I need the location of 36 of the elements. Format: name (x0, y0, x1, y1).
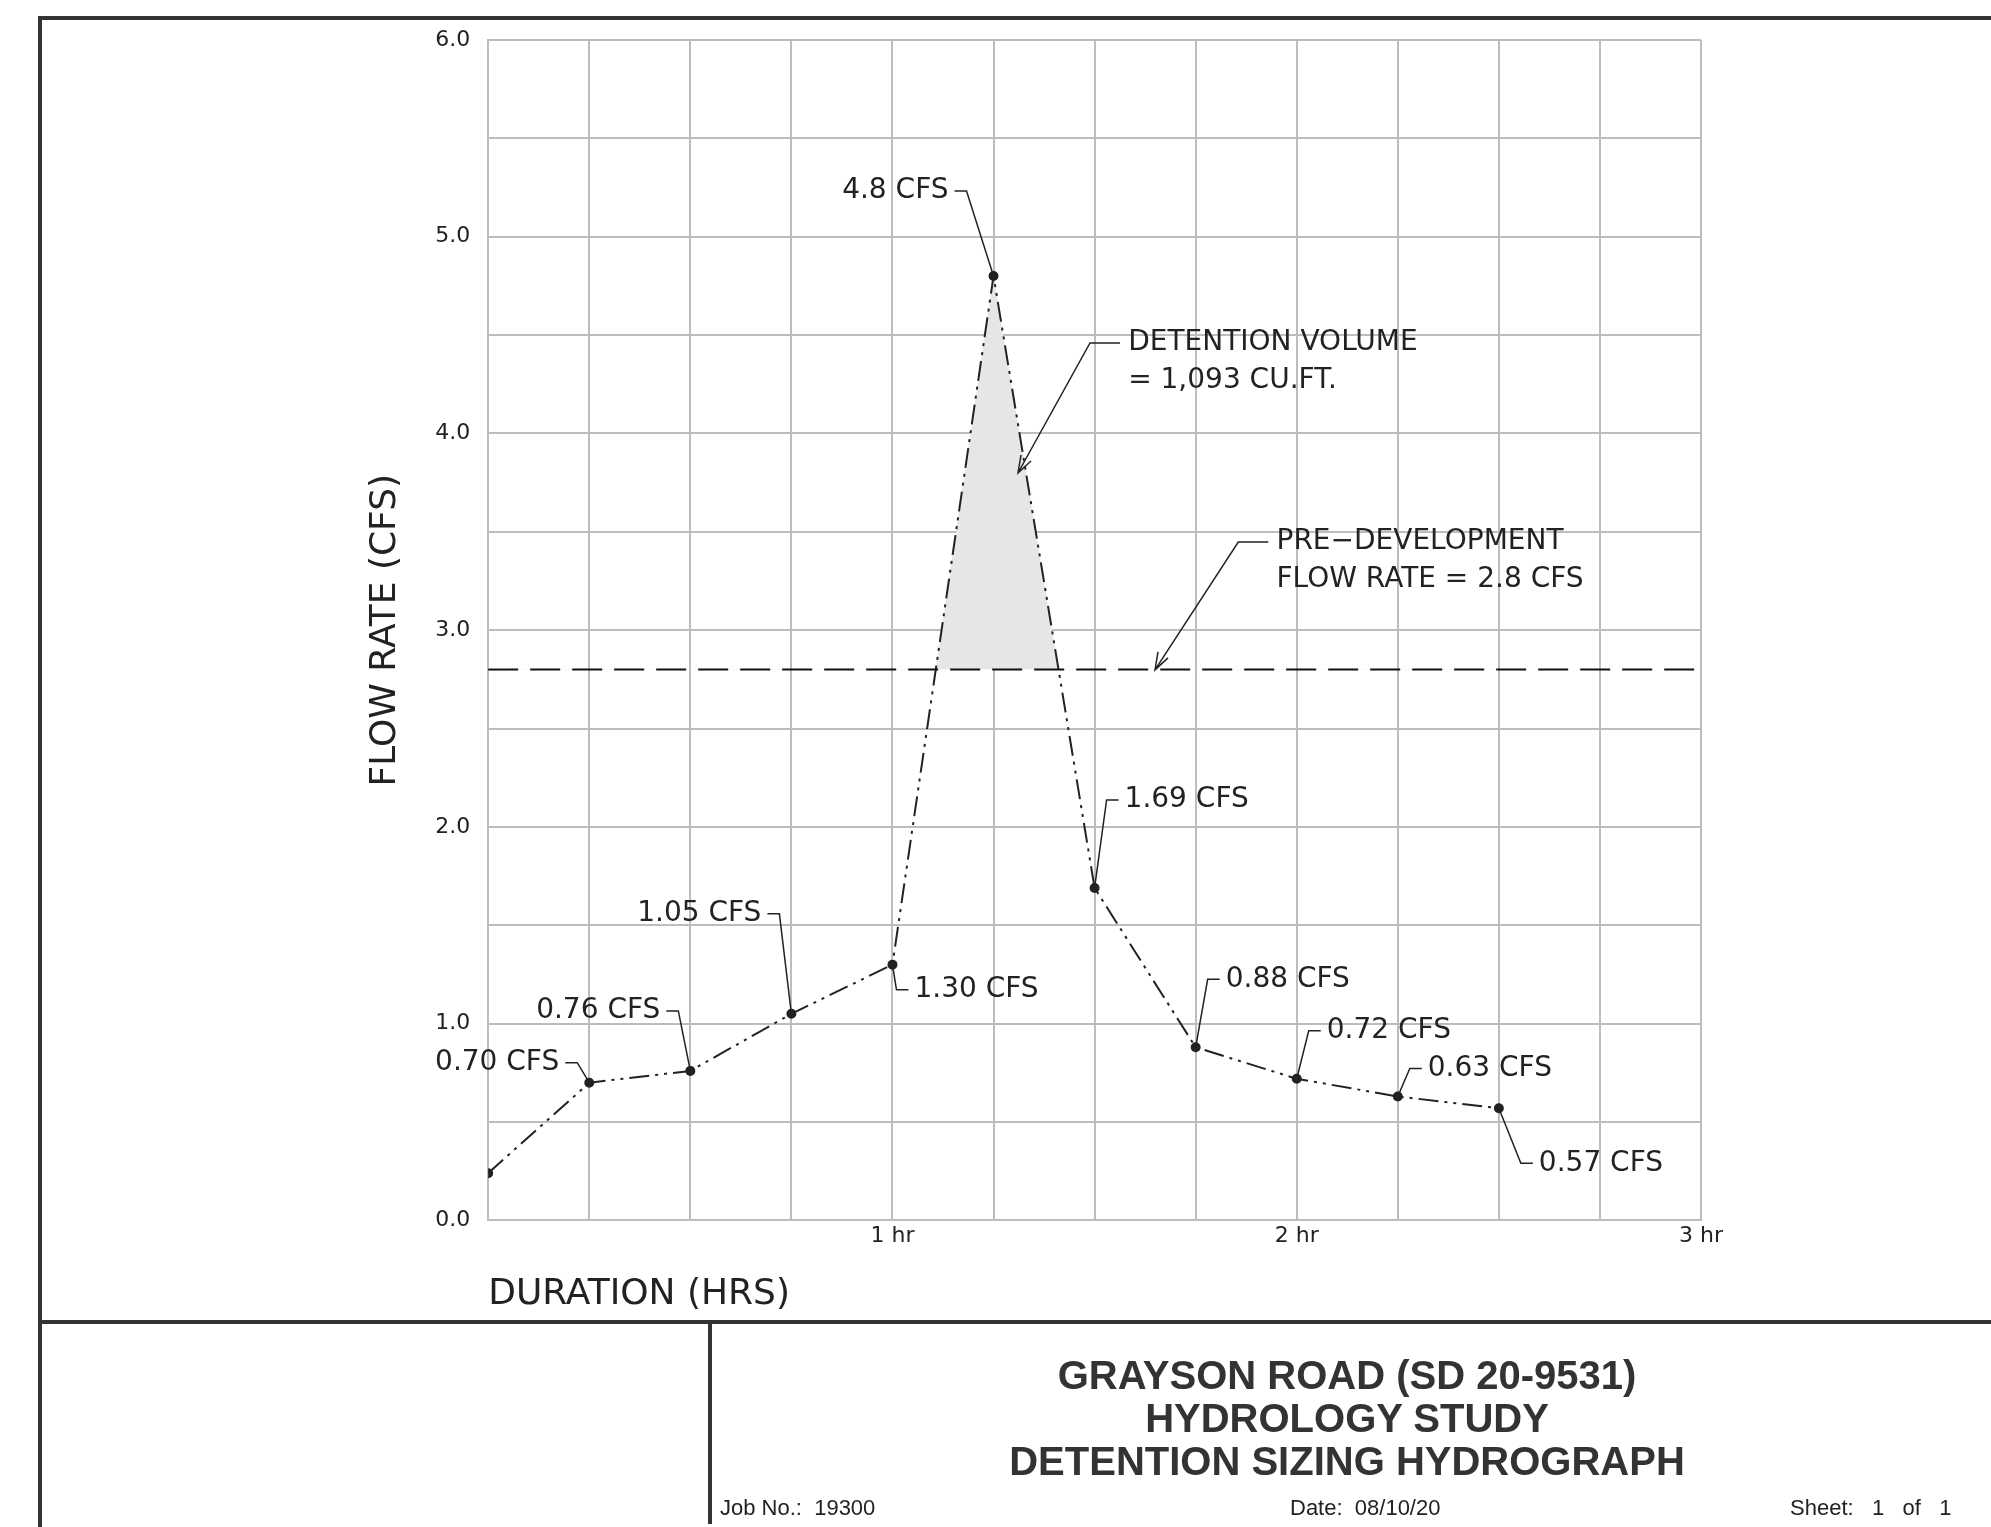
y-tick-label: 6.0 (435, 25, 471, 51)
data-label: 0.57 CFS (1538, 1144, 1664, 1178)
data-label: 0.76 CFS (536, 992, 661, 1026)
data-label: 0.72 CFS (1326, 1012, 1451, 1046)
data-label: 0.70 CFS (435, 1043, 560, 1077)
x-tick-label: 2 hr (1274, 1222, 1320, 1248)
y-axis-title: FLOW RATE (CFS) (361, 473, 403, 787)
text: Date: 08/10/20 (1290, 1495, 1441, 1521)
y-tick-label: 2.0 (435, 812, 471, 838)
point (1392, 1091, 1403, 1102)
data-label: 1.69 CFS (1124, 781, 1249, 815)
x-tick-label: 1 hr (870, 1222, 916, 1248)
point (685, 1065, 696, 1076)
y-tick-label: 3.0 (435, 615, 471, 641)
y-tick-label: 0.0 (435, 1206, 471, 1232)
text: Job No.: 19300 (720, 1495, 876, 1521)
point (584, 1077, 595, 1088)
text: Sheet: 1 of 1 (1790, 1495, 1952, 1521)
data-label: 0.63 CFS (1427, 1049, 1552, 1083)
data-label: 1.05 CFS (637, 895, 762, 929)
point (1089, 882, 1100, 893)
x-axis-title: DURATION (HRS) (488, 1270, 790, 1312)
data-label: 4.8 CFS (842, 172, 949, 206)
point (1190, 1042, 1201, 1053)
x-tick-label: 3 hr (1679, 1222, 1724, 1248)
point (1493, 1103, 1504, 1114)
ref-line-label: PRE−DEVELOPMENT FLOW RATE = 2.8 CFS (1276, 522, 1584, 594)
y-tick-label: 5.0 (435, 222, 471, 248)
data-label: 1.30 CFS (914, 970, 1039, 1004)
text: GRAYSON ROAD (SD 20-9531) HYDROLOGY STUDY DETENTION SIZING HYDROGRAPH (1008, 1353, 1686, 1483)
point (1291, 1073, 1302, 1084)
annotation: DETENTION VOLUME = 1,093 CU.FT. (1128, 324, 1418, 396)
y-tick-label: 4.0 (435, 419, 471, 445)
data-label: 0.88 CFS (1225, 960, 1350, 994)
point (988, 271, 999, 282)
y-tick-label: 1.0 (435, 1009, 471, 1035)
